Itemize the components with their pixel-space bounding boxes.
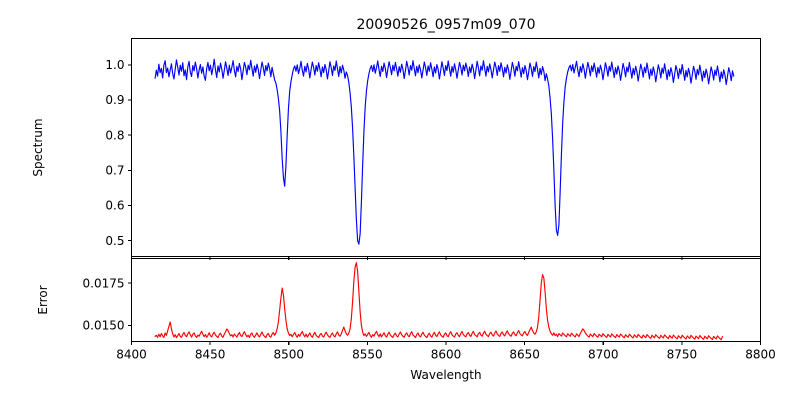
error-panel-frame	[130, 257, 762, 343]
spectrum-panel-data-line	[154, 58, 735, 245]
error-panel-xtick-label: 8800	[745, 348, 776, 362]
error-panel-ylabel: Error	[36, 285, 50, 314]
error-panel-xtick-label: 8750	[667, 348, 698, 362]
error-panel: 8400 8450 8500 8550 8600 8650 8700 8750 8800 0.01…	[36, 257, 776, 362]
x-axis-label: Wavelength	[410, 368, 481, 382]
error-panel-ytick-label: 0.0175	[83, 276, 125, 290]
error-panel-xtick-label: 8500	[273, 348, 304, 362]
spectrum-panel-ytick-label: 1.0	[105, 58, 124, 72]
error-panel-xtick-label: 8550	[352, 348, 383, 362]
spectrum-panel-ytick-label: 0.9	[105, 93, 124, 107]
spectrum-panel-ytick-label: 0.5	[105, 234, 124, 248]
spectrum-panel-ytick-label: 0.6	[105, 199, 124, 213]
error-panel-xtick-label: 8400	[116, 348, 147, 362]
error-panel-xtick-label: 8700	[588, 348, 619, 362]
error-panel-xtick-label: 8600	[431, 348, 462, 362]
error-panel-data-line	[154, 262, 724, 341]
spectrum-panel-ylabel: Spectrum	[31, 118, 45, 176]
spectrum-panel: 0.5 0.6 0.7 0.8 0.9 1.0 Spectrum	[31, 37, 762, 260]
figure-title: 20090526_0957m09_070	[356, 17, 535, 33]
error-panel-ytick-label: 0.0150	[83, 319, 125, 333]
error-panel-xtick-label: 8650	[509, 348, 540, 362]
error-panel-xtick-label: 8450	[195, 348, 226, 362]
spectrum-panel-ytick-label: 0.7	[105, 164, 124, 178]
spectrum-panel-ytick-label: 0.8	[105, 128, 124, 142]
